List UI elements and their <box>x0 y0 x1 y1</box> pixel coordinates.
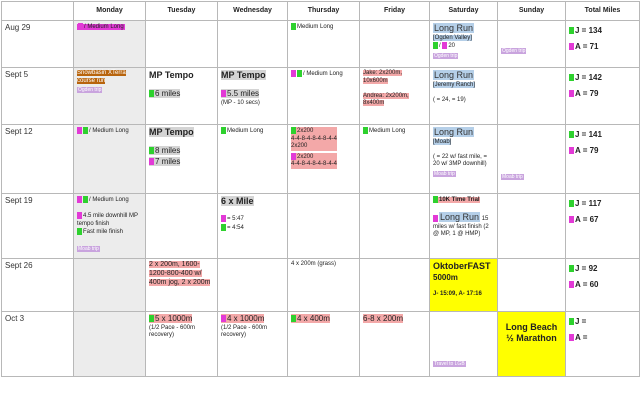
monday-cell: / Medium Long <box>73 20 146 68</box>
monday-cell <box>73 258 146 312</box>
thursday-cell: 4 x 200m (grass) <box>287 258 360 312</box>
tuesday-cell <box>145 193 218 259</box>
wednesday-cell: MP Tempo 5.5 miles (MP - 10 secs) <box>217 67 288 125</box>
header-friday: Friday <box>359 1 430 21</box>
thursday-cell: Medium Long <box>287 20 360 68</box>
andrea-marker <box>78 23 83 30</box>
wednesday-cell: 4 x 1000m (1/2 Pace - 600m recovery) <box>217 311 288 377</box>
week-row: Oct 3 5 x 1000m (1/2 Pace - 600m recovery… <box>1 311 640 377</box>
wednesday-cell <box>217 258 288 312</box>
total-cell: J = 142 A = 79 <box>565 67 640 125</box>
trip-tag: Ogden trip <box>77 87 103 94</box>
sunday-cell <box>497 67 566 125</box>
wednesday-cell <box>217 20 288 68</box>
sunday-cell: Ogden trip <box>497 20 566 68</box>
week-row: Sept 5 Snowbasin XTerra course run Ogden … <box>1 67 640 125</box>
jake-marker <box>433 42 438 49</box>
andrea-marker <box>442 42 448 49</box>
saturday-cell: 10K Time Trial Long Run 15 miles w/ fast … <box>429 193 498 259</box>
tuesday-cell: MP Tempo 6 miles <box>145 67 218 125</box>
week-label: Sept 26 <box>1 258 74 312</box>
header-week <box>1 1 74 21</box>
saturday-cell: OktoberFAST 5000m J- 15:09, A- 17:16 <box>429 258 498 312</box>
thursday-cell: 2x200 4-4-8-4-8-4-8-4-4 2x200 2x200 4-4-8-4… <box>287 124 360 194</box>
sunday-cell <box>497 258 566 312</box>
week-label: Sept 12 <box>1 124 74 194</box>
sunday-cell: Long Beach ½ Marathon <box>497 311 566 377</box>
wednesday-cell: Medium Long <box>217 124 288 194</box>
header-saturday: Saturday <box>429 1 498 21</box>
thursday-cell: 4 x 400m <box>287 311 360 377</box>
week-row: Aug 29 / Medium Long Medium Long Long Ru… <box>1 20 640 68</box>
saturday-cell: Long Run [Ogden Valley] / 20 Ogden trip <box>429 20 498 68</box>
header-monday: Monday <box>73 1 146 21</box>
header-thursday: Thursday <box>287 1 360 21</box>
thursday-cell: / Medium Long <box>287 67 360 125</box>
monday-cell: / Medium Long 4.5 mile downhill MP tempo … <box>73 193 146 259</box>
total-cell: J = 134 A = 71 <box>565 20 640 68</box>
thursday-cell <box>287 193 360 259</box>
saturday-cell: Travel to LGB <box>429 311 498 377</box>
monday-cell: Snowbasin XTerra course run Ogden trip <box>73 67 146 125</box>
sunday-cell <box>497 193 566 259</box>
total-cell: J = 141 A = 79 <box>565 124 640 194</box>
week-label: Oct 3 <box>1 311 74 377</box>
monday-cell <box>73 311 146 377</box>
total-cell: J = A = <box>565 311 640 377</box>
week-row: Sept 26 2 x 200m, 1600-1200-800-400 w/ 4… <box>1 258 640 312</box>
total-cell: J = 92 A = 60 <box>565 258 640 312</box>
week-label: Sept 19 <box>1 193 74 259</box>
friday-cell <box>359 258 430 312</box>
jake-marker <box>291 23 296 30</box>
week-row: Sept 19 / Medium Long 4.5 mile downhill M… <box>1 193 640 259</box>
tuesday-cell: 5 x 1000m (1/2 Pace - 600m recovery) <box>145 311 218 377</box>
wednesday-cell: 6 x Mile = 5:47 = 4:54 <box>217 193 288 259</box>
week-label: Aug 29 <box>1 20 74 68</box>
tuesday-cell: MP Tempo 8 miles 7 miles <box>145 124 218 194</box>
tuesday-cell <box>145 20 218 68</box>
trip-tag: Ogden trip <box>501 47 527 54</box>
training-calendar: Monday Tuesday Wednesday Thursday Friday… <box>1 1 640 377</box>
saturday-cell: Long Run [Moab]( = 22 w/ fast mile, = 20 … <box>429 124 498 194</box>
header-tuesday: Tuesday <box>145 1 218 21</box>
friday-cell: 6-8 x 200m <box>359 311 430 377</box>
total-cell: J = 117 A = 67 <box>565 193 640 259</box>
week-row: Sept 12 / Medium Long MP Tempo 8 miles 7 m… <box>1 124 640 194</box>
saturday-cell: Long Run [Jeremy Ranch]( = 24, = 19) <box>429 67 498 125</box>
friday-cell <box>359 193 430 259</box>
tuesday-cell: 2 x 200m, 1600-1200-800-400 w/ 400m jog,… <box>145 258 218 312</box>
friday-cell: Medium Long <box>359 124 430 194</box>
header-wednesday: Wednesday <box>217 1 288 21</box>
friday-cell: Jake: 2x200m, 10x600m Andrea: 2x200m, 8x4… <box>359 67 430 125</box>
header-row: Monday Tuesday Wednesday Thursday Friday… <box>1 1 640 21</box>
header-total: Total Miles <box>565 1 640 21</box>
monday-cell: / Medium Long <box>73 124 146 194</box>
trip-tag: Ogden trip <box>433 52 459 59</box>
sunday-cell: Moab trip <box>497 124 566 194</box>
header-sunday: Sunday <box>497 1 566 21</box>
friday-cell <box>359 20 430 68</box>
week-label: Sept 5 <box>1 67 74 125</box>
